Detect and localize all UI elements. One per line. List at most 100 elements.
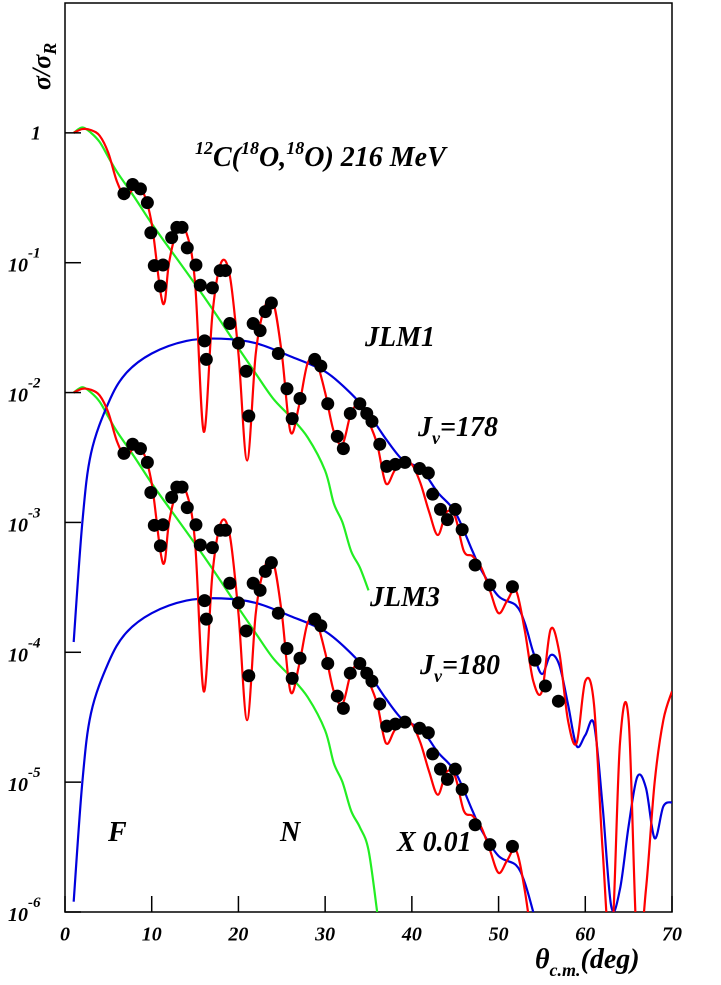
data-point	[156, 518, 170, 532]
data-point	[239, 624, 253, 638]
annotation: Jv=178	[417, 412, 498, 448]
y-tick-label: 10-3	[8, 506, 41, 536]
annotation: Jv=180	[419, 650, 500, 686]
data-point	[433, 502, 447, 516]
annotation-part: X 0.01	[396, 827, 472, 858]
y-tick-exponent: -2	[28, 376, 41, 392]
data-point	[242, 409, 256, 423]
data-point	[433, 762, 447, 776]
annotation-part: F	[107, 817, 127, 848]
text-part: 12	[195, 138, 213, 158]
y-tick-base: 10	[8, 514, 28, 536]
data-point	[421, 466, 435, 480]
data-point	[421, 726, 435, 740]
data-point	[373, 697, 387, 711]
data-point	[218, 264, 232, 278]
data-point	[198, 594, 212, 608]
data-point	[455, 523, 469, 537]
data-point	[440, 513, 454, 527]
annotation-part: =180	[442, 650, 500, 681]
data-point	[448, 502, 462, 516]
data-point	[205, 281, 219, 295]
x-tick-label: 10	[142, 924, 162, 946]
y-tick-base: 10	[8, 254, 28, 276]
data-point	[285, 412, 299, 426]
text-part: σ/σ	[27, 54, 56, 90]
data-point	[264, 556, 278, 570]
data-point	[398, 715, 412, 729]
data-point	[538, 679, 552, 693]
text-part: O) 216 MeV	[304, 142, 448, 173]
y-tick-exponent: -1	[28, 246, 41, 262]
y-tick-base: 10	[8, 384, 28, 406]
annotation-part: v	[432, 428, 441, 448]
data-point	[165, 231, 179, 245]
data-point	[321, 397, 335, 411]
x-tick-label: 60	[575, 924, 595, 946]
text-part: c.m.	[550, 960, 581, 980]
data-point	[336, 701, 350, 715]
data-point	[218, 523, 232, 537]
plot-frame	[64, 2, 673, 913]
text-part: O,	[259, 142, 286, 173]
data-point	[271, 346, 285, 360]
data-point	[343, 666, 357, 680]
annotation-part: v	[434, 666, 443, 686]
data-point	[280, 382, 294, 396]
text-part: C(	[213, 142, 243, 173]
data-point	[156, 258, 170, 272]
data-point	[314, 359, 328, 373]
data-point	[505, 839, 519, 853]
data-point	[426, 747, 440, 761]
data-point	[483, 838, 497, 852]
data-point	[455, 782, 469, 796]
data-point	[551, 694, 565, 708]
annotation: JLM3	[369, 582, 440, 613]
annotation-part: JLM1	[364, 322, 435, 353]
data-point	[140, 455, 154, 469]
data-point	[153, 539, 167, 553]
data-point	[133, 182, 147, 196]
x-tick-label: 30	[314, 924, 335, 946]
curve	[73, 386, 379, 912]
annotation-part: =178	[440, 412, 498, 443]
data-point	[343, 406, 357, 420]
chart-title: 12C(18O,18O) 216 MeV	[195, 138, 448, 173]
data-point	[505, 580, 519, 594]
annotation-part: J	[419, 650, 435, 681]
data-point	[264, 296, 278, 310]
data-point	[365, 674, 379, 688]
annotation-part: J	[417, 412, 433, 443]
data-point	[117, 446, 131, 460]
x-tick-label: 20	[227, 924, 248, 946]
y-tick-exponent: -5	[28, 766, 41, 782]
data-point	[223, 576, 237, 590]
y-axis-label: σ/σR	[27, 43, 60, 90]
annotation-part: N	[279, 817, 302, 848]
annotation-part: JLM3	[369, 582, 440, 613]
text-part: (deg)	[581, 944, 640, 975]
x-tick-label: 50	[489, 924, 509, 946]
data-point	[144, 226, 158, 240]
plot-area	[72, 126, 672, 912]
data-point	[165, 490, 179, 504]
data-point	[140, 196, 154, 210]
data-point	[330, 429, 344, 443]
data-point	[223, 317, 237, 331]
y-tick-label: 10-4	[8, 636, 41, 666]
data-point	[153, 279, 167, 293]
curve	[73, 127, 672, 912]
y-tick-exponent: -4	[28, 636, 41, 652]
annotation: X 0.01	[396, 827, 472, 858]
y-tick-exponent: -6	[28, 895, 41, 911]
data-point	[468, 558, 482, 572]
data-point	[193, 538, 207, 552]
text-part: 18	[241, 138, 259, 158]
data-point	[353, 397, 367, 411]
data-point	[239, 364, 253, 378]
annotation: F	[107, 817, 127, 848]
data-point	[193, 278, 207, 292]
y-tick-label: 10-6	[8, 895, 41, 925]
y-tick-base: 10	[8, 644, 28, 666]
